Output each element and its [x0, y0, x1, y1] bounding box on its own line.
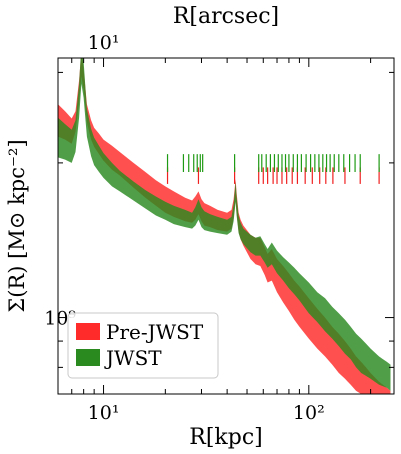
- x-tick-label: 10²: [293, 402, 325, 424]
- top-x-tick-label: 10¹: [88, 32, 120, 54]
- top-x-axis-label: R[arcsec]: [173, 4, 279, 29]
- rug-ticks: [166, 154, 380, 184]
- plot-frame: [57, 57, 395, 395]
- legend-label-jwst: JWST: [104, 346, 162, 370]
- band-jwst: [58, 58, 391, 391]
- y-axis-label: Σ(R) [M⊙ kpc⁻²]: [5, 139, 29, 312]
- legend-label-pre-jwst: Pre-JWST: [106, 320, 204, 344]
- plot-area: [58, 58, 391, 394]
- legend: Pre-JWST JWST: [67, 312, 219, 379]
- legend-box: [67, 312, 219, 379]
- legend-swatch-jwst: [76, 349, 100, 366]
- legend-swatch-pre-jwst: [76, 323, 100, 340]
- x-axis-label: R[kpc]: [189, 425, 262, 450]
- bands: [58, 58, 391, 394]
- x-tick-label: 10¹: [88, 402, 120, 424]
